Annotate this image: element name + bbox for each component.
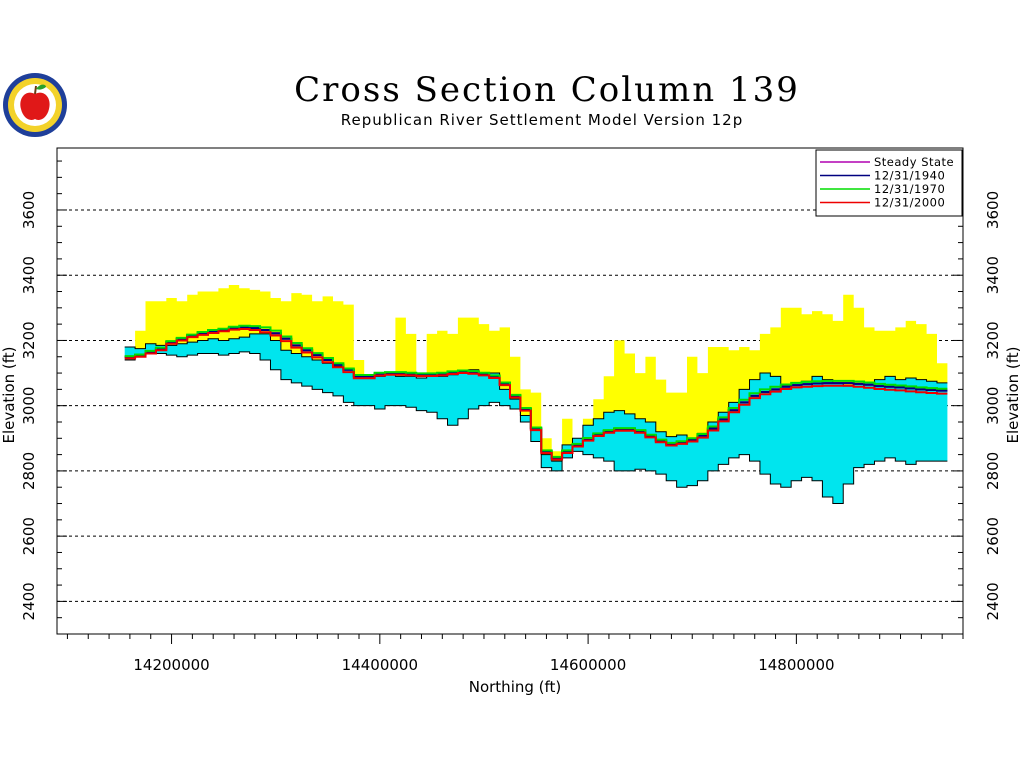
apple-seal-logo — [3, 73, 67, 137]
series-line — [124, 324, 948, 458]
upper-layer-area — [124, 285, 948, 462]
y-tick-label-right: 3400 — [984, 256, 1002, 294]
series-line — [124, 328, 948, 461]
y-tick-label-left: 2800 — [20, 452, 38, 490]
layer-mid-boundary — [124, 333, 948, 462]
x-tick-label: 14200000 — [133, 656, 209, 674]
legend-label: 12/31/2000 — [874, 196, 945, 210]
x-tick-label: 14600000 — [550, 656, 626, 674]
y-tick-label-right: 2600 — [984, 517, 1002, 555]
y-tick-label-right: 2800 — [984, 452, 1002, 490]
legend-label: 12/31/1970 — [874, 182, 945, 196]
y-tick-label-left: 3400 — [20, 256, 38, 294]
y-tick-label-left: 3600 — [20, 191, 38, 229]
legend-label: Steady State — [874, 155, 954, 169]
y-tick-label-left: 2600 — [20, 517, 38, 555]
x-axis-label: Northing (ft) — [469, 678, 562, 696]
y-tick-label-right: 3600 — [984, 191, 1002, 229]
y-tick-label-right: 3000 — [984, 387, 1002, 425]
y-tick-label-left: 3200 — [20, 321, 38, 359]
plot-frame — [56, 147, 964, 635]
y-tick-label-right: 2400 — [984, 582, 1002, 620]
chart-title: Cross Section Column 139 — [294, 70, 800, 110]
x-tick-label: 14800000 — [758, 656, 834, 674]
y-tick-label-right: 3200 — [984, 321, 1002, 359]
chart-subtitle: Republican River Settlement Model Versio… — [340, 111, 744, 129]
legend-label: 12/31/1940 — [874, 169, 945, 183]
y-tick-label-left: 3000 — [20, 387, 38, 425]
x-tick-label: 14400000 — [342, 656, 418, 674]
lower-layer-area — [124, 333, 948, 504]
legend-box — [815, 149, 963, 217]
y-tick-label-left: 2400 — [20, 582, 38, 620]
y-axis-label-right: Elevation (ft) — [1004, 346, 1022, 443]
y-axis-label-left: Elevation (ft) — [0, 346, 18, 443]
